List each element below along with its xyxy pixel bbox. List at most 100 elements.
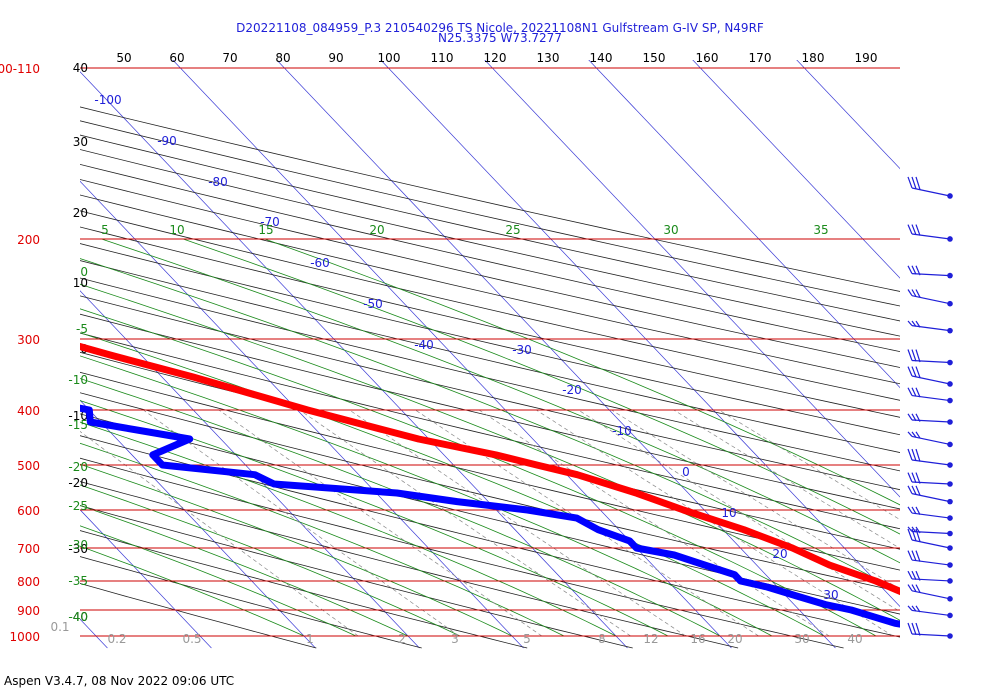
fahrenheit-tick-label: 70 [222, 51, 237, 65]
dry-adiabat-line [80, 179, 900, 368]
dry-adiabat-line [80, 163, 900, 353]
isotherm-label: -20 [562, 383, 582, 397]
wind-barb-flag [907, 265, 913, 274]
dry-adiabat-label: 15 [258, 223, 273, 237]
wind-barb-flag [915, 289, 921, 298]
dewpoint-data-point [251, 471, 258, 478]
mixing-ratio-label: 16 [690, 632, 705, 646]
temperature-data-point [632, 489, 640, 497]
dewpoint-data-point [453, 498, 461, 505]
dewpoint-data-point [848, 606, 855, 614]
temperature-data-point [680, 506, 687, 514]
wind-barb-station-dot [947, 397, 953, 404]
wind-barb [907, 289, 953, 307]
wind-barb-station-dot [947, 481, 953, 487]
temperature-data-point [872, 577, 879, 585]
pressure-tick-label: 1000 [9, 630, 40, 644]
wind-barb-flag [911, 550, 917, 562]
wind-barb-staff [911, 512, 951, 519]
dewpoint-data-point [524, 506, 531, 514]
temperature-data-point [573, 471, 581, 478]
fahrenheit-tick-label: 140 [590, 51, 613, 65]
celsius-tick-label: 30 [73, 135, 88, 149]
wind-barb-flag [915, 550, 921, 562]
wind-barb-flag [907, 526, 913, 532]
dry-adiabat-line [80, 260, 900, 453]
dry-adiabat-line [80, 392, 900, 593]
theta-e-label: -15 [68, 418, 88, 432]
wind-barb-flag [907, 224, 913, 235]
wind-barb-flag [907, 431, 913, 437]
dewpoint-data-point [270, 480, 278, 488]
wind-barb-station-dot [947, 359, 953, 366]
mixing-ratio-line [218, 409, 543, 637]
dewpoint-data-point [86, 406, 93, 414]
pressure-tick-label: 300 [17, 333, 40, 347]
isotherm-label: -90 [157, 134, 177, 148]
wind-barb-staff [911, 272, 951, 277]
wind-barb-station-dot [947, 381, 953, 387]
wind-barb-flag [907, 550, 913, 561]
isotherm-label: 10 [721, 506, 736, 520]
wind-barb [907, 550, 953, 568]
celsius-tick-label: -40 [68, 610, 88, 624]
theta-e-label: -10 [68, 373, 88, 387]
fahrenheit-tick-label: 90 [328, 51, 343, 65]
fahrenheit-tick-label: 50 [116, 51, 131, 65]
fahrenheit-tick-label: 100 [378, 51, 401, 65]
dry-adiabat-line [80, 351, 900, 550]
temperature-data-point [740, 526, 748, 533]
dewpoint-data-point [393, 489, 401, 497]
dry-adiabat-line [80, 134, 900, 322]
theta-e-label: -40 [68, 610, 88, 624]
dry-adiabat-label: 20 [369, 223, 384, 237]
wind-barb-flag [915, 387, 921, 398]
wind-barb-flag [907, 528, 913, 541]
dry-adiabat-line [80, 583, 317, 649]
wind-barb-flag [915, 622, 921, 636]
wind-barb-flag [911, 448, 917, 462]
wind-barb [907, 265, 953, 279]
wind-barb [907, 413, 953, 425]
dry-adiabat-line [80, 313, 900, 510]
dry-adiabat-line [80, 457, 844, 649]
wind-barb-flag [907, 605, 913, 611]
pressure-tick-label: 500 [17, 459, 40, 473]
dewpoint-data-point [822, 601, 829, 608]
wind-barb-flag [915, 526, 921, 534]
celsius-tick-label: -30 [68, 542, 88, 556]
dry-adiabat-line [80, 149, 900, 337]
wind-barb [907, 320, 953, 334]
wind-barb-flag [907, 349, 913, 361]
temperature-data-point [975, 620, 981, 626]
wind-barb-station-dot [947, 327, 953, 334]
fahrenheit-tick-label: 190 [855, 51, 878, 65]
dry-adiabat-label: 5 [101, 223, 109, 237]
wind-barb-staff [911, 609, 951, 617]
wind-barb [907, 570, 953, 584]
theta-e-label: -5 [76, 322, 88, 336]
wind-barb-flag [911, 472, 917, 484]
theta-e-label: -25 [68, 499, 88, 513]
mixing-ratio-label: 40 [847, 632, 862, 646]
wind-barb-flag [911, 431, 917, 438]
chart-title-line2: N25.3375 W73.7277 [438, 31, 562, 45]
wind-barb-station-dot [947, 633, 953, 639]
moist-adiabat-line [80, 545, 305, 637]
wind-barb-flag [911, 605, 917, 612]
mixing-ratio-label: 20 [727, 632, 742, 646]
wind-barb-flag [907, 289, 913, 297]
wind-barb-staff [911, 459, 951, 466]
wind-barb-staff [911, 633, 951, 637]
dry-adiabat-line [80, 210, 900, 401]
wind-barb [907, 387, 953, 404]
wind-barb-staff [911, 394, 951, 402]
wind-barb-staff [911, 578, 951, 582]
wind-barb-flag [911, 224, 917, 236]
wind-barb [907, 485, 953, 505]
fahrenheit-tick-label: 180 [802, 51, 825, 65]
wind-barb-flag [907, 506, 913, 514]
dry-adiabat-line [80, 556, 422, 649]
dewpoint-profile-line [80, 404, 900, 628]
wind-barb-flag [911, 485, 917, 495]
